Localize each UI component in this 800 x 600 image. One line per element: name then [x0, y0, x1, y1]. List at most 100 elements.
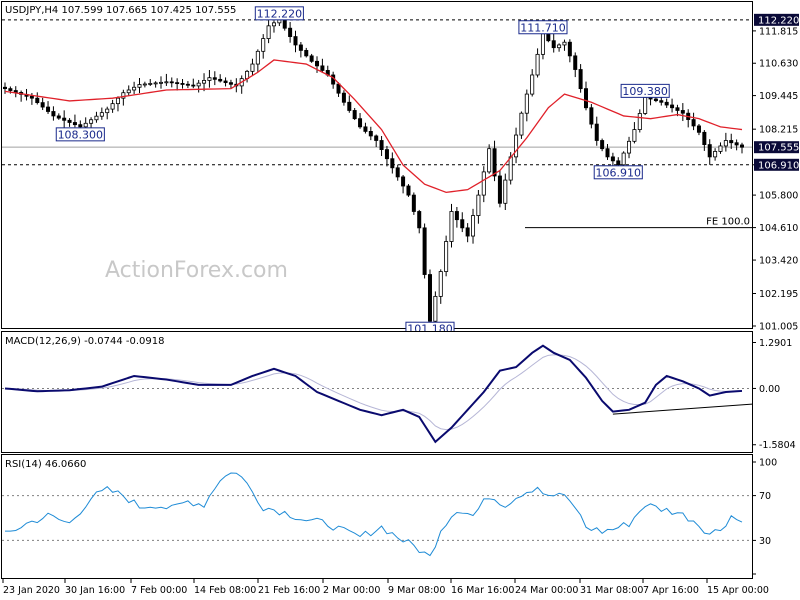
candle-body: [196, 82, 201, 87]
candle: [664, 98, 669, 108]
candle: [212, 71, 217, 86]
candle: [207, 70, 212, 88]
candle: [99, 107, 104, 120]
candle: [460, 212, 465, 233]
candle: [368, 126, 373, 141]
x-tick-label: 24 Mar 00:00: [515, 585, 578, 596]
candle-body: [228, 82, 233, 85]
price-axis: 111.815 110.630 109.445 108.215 106.910 105.8…: [752, 13, 799, 333]
annotation-label: 109.380: [622, 85, 668, 98]
x-tick-label: 30 Jan 16:00: [65, 585, 125, 596]
candle-body: [266, 25, 271, 39]
annotation-109.380: 109.380: [620, 83, 670, 98]
candle: [309, 53, 314, 63]
candle-body: [680, 110, 685, 114]
candle-body: [567, 41, 572, 57]
candle-body: [261, 38, 266, 52]
candle: [320, 58, 325, 73]
chart-title: USDJPY,H4 107.599 107.665 107.425 107.55…: [5, 5, 236, 16]
annotation-box: [518, 20, 568, 35]
candle-body: [29, 95, 34, 99]
candle: [444, 235, 449, 277]
x-tick-label: 14 Feb 08:00: [194, 585, 256, 596]
candle: [115, 96, 120, 112]
candle-body: [713, 151, 718, 158]
candle: [481, 166, 486, 203]
candle: [250, 58, 255, 76]
candle-body: [218, 78, 223, 82]
annotation-label: 112.220: [257, 7, 303, 20]
annotation-box: [593, 165, 643, 180]
candle-body: [132, 86, 137, 91]
candle: [557, 43, 562, 52]
candle: [438, 269, 443, 304]
candle: [374, 134, 379, 148]
candle-body: [503, 179, 508, 204]
candle: [702, 130, 707, 151]
candle: [341, 90, 346, 106]
candle-body: [449, 211, 454, 242]
candle-body: [35, 97, 40, 104]
candle: [46, 101, 51, 114]
candle: [718, 142, 723, 154]
x-tick-label: 23 Jan 2020: [3, 585, 60, 596]
candle-body: [395, 167, 400, 178]
candle: [218, 74, 223, 83]
candle: [519, 111, 524, 139]
candle-body: [497, 175, 502, 204]
candle: [696, 123, 701, 136]
x-tick-label: 2 Mar 00:00: [323, 585, 380, 596]
candle-body: [471, 215, 476, 237]
macd-tick-label: 0.00: [759, 384, 780, 395]
candle-body: [632, 129, 637, 142]
candle-body: [185, 83, 190, 86]
candle-body: [320, 65, 325, 71]
candle-body: [379, 140, 384, 150]
candle-body: [411, 194, 416, 212]
candle: [180, 79, 185, 89]
y-tick-label: 109.445: [759, 91, 798, 102]
candle: [347, 95, 352, 113]
candle: [406, 184, 411, 197]
candle-body: [524, 93, 529, 114]
y-tick-label: 110.630: [759, 59, 798, 70]
watermark: ActionForex.com: [105, 258, 288, 283]
candle-body: [78, 124, 83, 128]
candle-body: [293, 36, 298, 46]
candle-body: [460, 219, 465, 229]
candle-body: [610, 156, 615, 162]
candle-body: [212, 77, 217, 80]
candle: [530, 69, 535, 97]
candle-body: [723, 140, 728, 147]
candle-body: [169, 81, 174, 84]
candle-body: [675, 107, 680, 111]
candle: [734, 139, 739, 151]
candle-body: [670, 104, 675, 109]
rsi-tick-label: 30: [759, 536, 771, 547]
candle-body: [115, 97, 120, 105]
candle: [35, 92, 40, 105]
candle-body: [637, 113, 642, 130]
candle: [411, 192, 416, 215]
candle-body: [691, 119, 696, 127]
candle: [476, 190, 481, 224]
candle: [56, 113, 61, 120]
candle: [261, 34, 266, 59]
candle-body: [255, 50, 260, 65]
candle: [40, 97, 45, 111]
candle-body: [616, 160, 621, 166]
candle: [363, 122, 368, 134]
candle: [352, 107, 357, 121]
y-tick-label: 102.195: [759, 289, 798, 300]
candle: [551, 32, 556, 53]
candle: [454, 206, 459, 228]
candle-body: [444, 241, 449, 272]
y-tick-label: 108.215: [759, 125, 798, 136]
candle-body: [94, 115, 99, 121]
macd-tick-label: -1.5804: [759, 440, 796, 451]
candle: [514, 127, 519, 164]
price-horizontal-lines: FE 100.0: [2, 19, 752, 229]
candle-body: [401, 176, 406, 187]
candle: [670, 98, 675, 113]
x-tick-label: 31 Mar 08:00: [580, 585, 643, 596]
